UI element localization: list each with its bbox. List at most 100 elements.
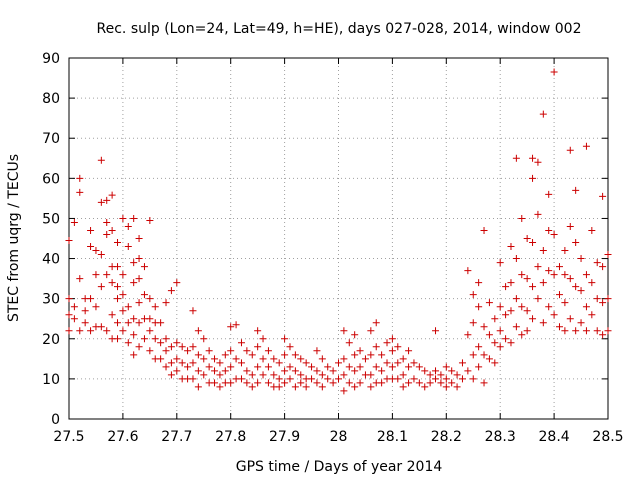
y-tick-label: 40 [42, 252, 60, 268]
data-point [281, 351, 289, 359]
data-point [157, 319, 165, 327]
data-point [167, 343, 175, 351]
data-point [308, 375, 316, 383]
data-point [184, 363, 192, 371]
data-point [140, 335, 148, 343]
data-point [518, 214, 526, 222]
data-point [146, 327, 154, 335]
data-point [534, 158, 542, 166]
data-point [378, 379, 386, 387]
data-point [534, 295, 542, 303]
data-point [426, 371, 434, 379]
data-point [76, 174, 84, 182]
y-tick-label: 80 [42, 91, 60, 107]
data-point [372, 343, 380, 351]
data-point [130, 214, 138, 222]
data-point [405, 379, 413, 387]
data-point [70, 303, 78, 311]
data-point [264, 347, 272, 355]
data-point [237, 339, 245, 347]
data-point [135, 343, 143, 351]
data-point [561, 327, 569, 335]
data-point [529, 154, 537, 162]
data-point [92, 303, 100, 311]
data-point [178, 343, 186, 351]
data-point [383, 339, 391, 347]
data-point [599, 192, 607, 200]
data-point [108, 191, 116, 199]
data-point [566, 275, 574, 283]
data-point [135, 235, 143, 242]
data-point [308, 363, 316, 371]
data-point [405, 363, 413, 371]
data-point [232, 355, 240, 363]
data-point [383, 359, 391, 367]
data-point [243, 347, 251, 355]
data-point [318, 355, 326, 363]
data-point [87, 226, 95, 234]
data-point [162, 347, 170, 355]
data-point [275, 359, 283, 367]
data-point [356, 347, 364, 355]
data-point [555, 291, 563, 299]
data-point [502, 283, 510, 291]
data-point [200, 335, 208, 343]
data-point [108, 279, 116, 287]
data-point [254, 327, 262, 335]
data-point [81, 307, 89, 315]
data-point [453, 371, 461, 379]
data-point [432, 375, 440, 383]
y-tick-label: 10 [42, 372, 60, 388]
data-point [469, 291, 477, 299]
data-point [415, 379, 423, 387]
data-point [340, 371, 348, 379]
data-point [523, 235, 531, 242]
data-point [119, 271, 127, 279]
data-point [572, 327, 580, 335]
data-point [410, 359, 418, 367]
data-point [130, 351, 138, 359]
data-point [291, 367, 299, 375]
data-point [189, 359, 197, 367]
data-point [302, 359, 310, 367]
data-points [65, 68, 612, 395]
data-point [582, 142, 590, 150]
data-point [485, 299, 493, 307]
data-point [70, 315, 78, 323]
x-tick-label: 28.4 [539, 429, 570, 445]
data-point [426, 379, 434, 387]
data-point [313, 367, 321, 375]
data-point [318, 383, 326, 391]
data-point [469, 319, 477, 327]
data-point [200, 371, 208, 379]
data-point [291, 383, 299, 391]
data-point [507, 243, 515, 251]
data-point [286, 375, 294, 383]
x-tick-label: 28.1 [377, 429, 408, 445]
data-point [604, 295, 612, 303]
data-point [221, 351, 229, 359]
data-point [572, 186, 580, 194]
data-point [421, 383, 429, 391]
data-point [448, 379, 456, 387]
data-point [124, 339, 132, 347]
data-point [162, 335, 170, 343]
data-point [534, 210, 542, 218]
data-point [97, 283, 105, 291]
data-point [167, 287, 175, 295]
data-point [302, 383, 310, 391]
data-point [480, 379, 488, 387]
data-point [103, 271, 111, 279]
x-tick-label: 27.8 [215, 429, 246, 445]
data-point [507, 339, 515, 347]
data-point [124, 222, 132, 230]
data-point [539, 247, 547, 255]
data-point [324, 363, 332, 371]
data-point [529, 239, 537, 247]
data-point [577, 255, 585, 263]
data-point [313, 379, 321, 387]
data-point [345, 379, 353, 387]
data-point [97, 198, 105, 206]
data-point [146, 216, 154, 224]
data-point [491, 315, 499, 323]
